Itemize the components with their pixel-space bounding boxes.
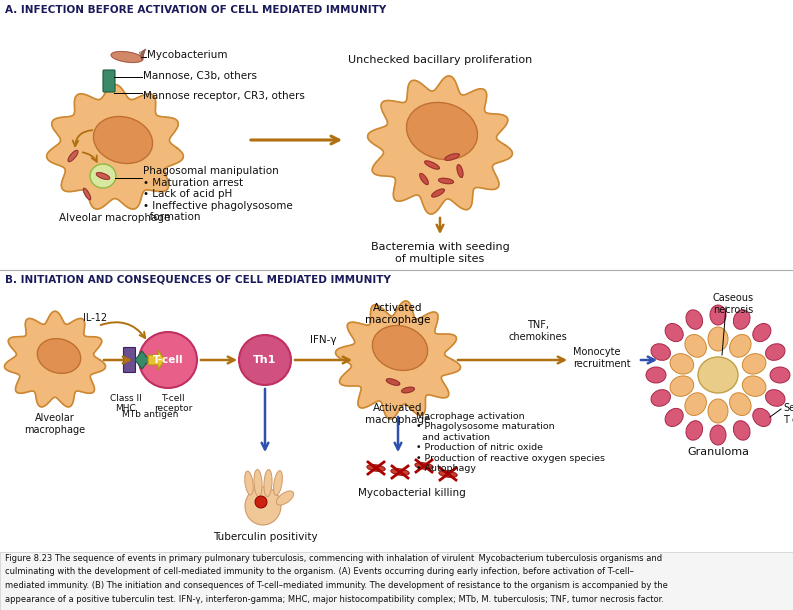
- Circle shape: [255, 496, 267, 508]
- Ellipse shape: [670, 354, 694, 374]
- Text: Monocyte
recruitment: Monocyte recruitment: [573, 347, 630, 369]
- Polygon shape: [367, 465, 385, 471]
- Text: Macrophage activation
• Phagolysosome maturation
  and activation
• Production o: Macrophage activation • Phagolysosome ma…: [416, 412, 605, 473]
- Polygon shape: [439, 178, 454, 184]
- Ellipse shape: [407, 102, 477, 160]
- Text: Unchecked bacillary proliferation: Unchecked bacillary proliferation: [348, 55, 532, 65]
- Ellipse shape: [651, 390, 670, 406]
- Ellipse shape: [139, 332, 197, 388]
- Ellipse shape: [770, 367, 790, 383]
- Text: Granuloma: Granuloma: [687, 447, 749, 457]
- Ellipse shape: [686, 421, 703, 440]
- Polygon shape: [368, 76, 512, 214]
- Ellipse shape: [765, 390, 785, 406]
- Ellipse shape: [373, 326, 427, 370]
- Polygon shape: [68, 151, 78, 162]
- Polygon shape: [425, 161, 439, 169]
- Polygon shape: [47, 85, 183, 209]
- Text: B. INITIATION AND CONSEQUENCES OF CELL MEDIATED IMMUNITY: B. INITIATION AND CONSEQUENCES OF CELL M…: [5, 274, 391, 284]
- Text: Caseous
necrosis: Caseous necrosis: [712, 293, 753, 315]
- Polygon shape: [148, 350, 165, 370]
- Ellipse shape: [264, 470, 272, 497]
- Text: Activated
macrophage: Activated macrophage: [366, 303, 431, 325]
- Text: TNF,
chemokines: TNF, chemokines: [508, 320, 567, 342]
- Ellipse shape: [698, 357, 738, 393]
- FancyBboxPatch shape: [103, 70, 115, 92]
- Polygon shape: [135, 351, 149, 369]
- Text: Activated
macrophage: Activated macrophage: [366, 403, 431, 425]
- Ellipse shape: [651, 343, 670, 361]
- Ellipse shape: [730, 334, 751, 357]
- Ellipse shape: [239, 335, 291, 385]
- Ellipse shape: [665, 408, 684, 426]
- Text: Sensitized
T cell: Sensitized T cell: [783, 403, 793, 425]
- Ellipse shape: [276, 491, 293, 505]
- Polygon shape: [83, 188, 90, 199]
- Ellipse shape: [734, 310, 750, 329]
- Polygon shape: [431, 189, 444, 197]
- Polygon shape: [457, 165, 463, 178]
- Polygon shape: [391, 468, 409, 475]
- Ellipse shape: [710, 305, 726, 325]
- Text: Tuberculin positivity: Tuberculin positivity: [213, 532, 317, 542]
- Text: Alveolar macrophage: Alveolar macrophage: [59, 213, 170, 223]
- Text: Figure 8.23 The sequence of events in primary pulmonary tuberculosis, commencing: Figure 8.23 The sequence of events in pr…: [5, 554, 662, 563]
- Ellipse shape: [245, 487, 281, 525]
- Text: Mycobacterial killing: Mycobacterial killing: [358, 488, 465, 498]
- Ellipse shape: [753, 323, 771, 342]
- Polygon shape: [415, 463, 433, 469]
- Text: Mycobacterium: Mycobacterium: [147, 50, 228, 60]
- Text: mediated immunity. (B) The initiation and consequences of T-cell–mediated immuni: mediated immunity. (B) The initiation an…: [5, 581, 668, 590]
- FancyBboxPatch shape: [0, 552, 793, 610]
- Polygon shape: [401, 387, 415, 393]
- Text: Class II
MHC: Class II MHC: [110, 394, 142, 414]
- Text: Phagosomal manipulation
• Maturation arrest
• Lack of acid pH
• Ineffective phag: Phagosomal manipulation • Maturation arr…: [143, 166, 293, 223]
- Ellipse shape: [710, 425, 726, 445]
- Ellipse shape: [742, 354, 766, 374]
- Text: T-cell: T-cell: [153, 355, 183, 365]
- Ellipse shape: [665, 323, 684, 342]
- Text: IFN-γ: IFN-γ: [310, 335, 336, 345]
- Text: Mannose, C3b, others: Mannose, C3b, others: [143, 71, 257, 81]
- Text: appearance of a positive tuberculin test. ​IFN-γ​, interferon-gamma; ​MHC​, majo: appearance of a positive tuberculin test…: [5, 595, 664, 603]
- Text: Bacteremia with seeding
of multiple sites: Bacteremia with seeding of multiple site…: [370, 242, 509, 264]
- Text: T-cell
receptor: T-cell receptor: [154, 394, 192, 414]
- Text: MTb antigen: MTb antigen: [122, 410, 178, 419]
- Polygon shape: [439, 471, 457, 477]
- Ellipse shape: [37, 339, 81, 373]
- Ellipse shape: [90, 164, 116, 188]
- Text: culminating with the development of cell-mediated immunity to the organism. (A) : culminating with the development of cell…: [5, 567, 634, 576]
- FancyBboxPatch shape: [124, 348, 136, 373]
- Ellipse shape: [708, 327, 728, 351]
- Polygon shape: [111, 52, 143, 62]
- Ellipse shape: [734, 421, 750, 440]
- Ellipse shape: [686, 310, 703, 329]
- Polygon shape: [445, 154, 459, 160]
- Ellipse shape: [670, 376, 694, 396]
- Ellipse shape: [685, 393, 707, 415]
- Ellipse shape: [742, 376, 766, 396]
- Ellipse shape: [94, 117, 152, 163]
- Ellipse shape: [730, 393, 751, 415]
- Ellipse shape: [753, 408, 771, 426]
- Polygon shape: [335, 301, 461, 419]
- Polygon shape: [97, 173, 109, 179]
- Text: Alveolar
macrophage: Alveolar macrophage: [25, 413, 86, 434]
- Ellipse shape: [765, 343, 785, 361]
- Polygon shape: [5, 311, 105, 407]
- Text: Mannose receptor, CR3, others: Mannose receptor, CR3, others: [143, 91, 305, 101]
- Ellipse shape: [646, 367, 666, 383]
- Text: A. INFECTION BEFORE ACTIVATION OF CELL MEDIATED IMMUNITY: A. INFECTION BEFORE ACTIVATION OF CELL M…: [5, 5, 386, 15]
- Text: IL-12: IL-12: [83, 313, 107, 323]
- Ellipse shape: [685, 334, 707, 357]
- Polygon shape: [419, 173, 428, 184]
- Ellipse shape: [254, 470, 262, 497]
- Text: Th1: Th1: [253, 355, 277, 365]
- Polygon shape: [386, 379, 400, 385]
- Ellipse shape: [274, 471, 282, 495]
- Ellipse shape: [245, 471, 253, 495]
- Ellipse shape: [708, 399, 728, 423]
